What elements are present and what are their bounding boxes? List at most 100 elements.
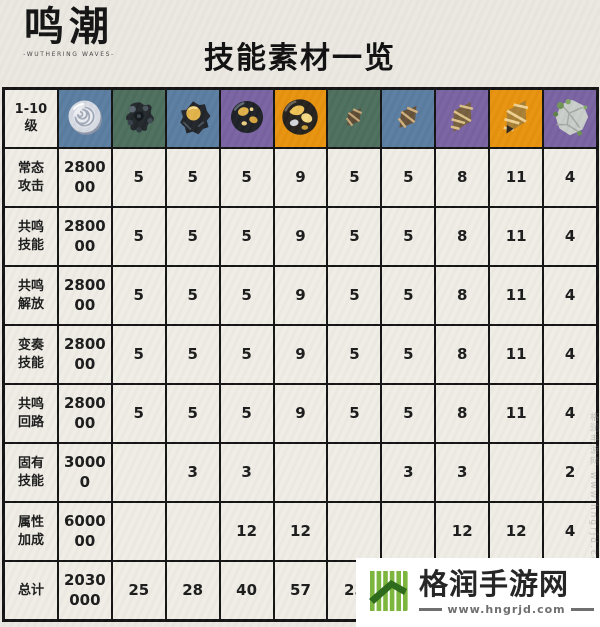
table-cell: [166, 503, 219, 560]
cell-value: 28: [182, 580, 204, 599]
row-label-text: 常态攻击: [17, 160, 44, 194]
table-cell: 3: [220, 444, 273, 501]
table-cell: 5: [382, 385, 435, 442]
cell-value: 5: [187, 344, 198, 363]
row-label-text: 总计: [17, 582, 44, 598]
cell-value: 280000: [63, 394, 106, 432]
cell-value: 5: [187, 403, 198, 422]
cell-value: 12: [505, 521, 527, 540]
shell-credit-icon: [63, 95, 107, 143]
table-cell: 5: [220, 267, 273, 324]
cell-value: 9: [295, 167, 306, 186]
cell-value: 5: [187, 226, 198, 245]
table-cell: 5: [166, 149, 219, 206]
cell-value: 4: [564, 403, 576, 422]
cell-value: 5: [133, 403, 144, 422]
row-label-text: 共鸣回路: [17, 396, 44, 430]
table-cell: 11: [490, 385, 543, 442]
table-cell: 5: [328, 208, 381, 265]
cell-value: 4: [564, 285, 576, 304]
material-header-forgery-material-t4: [490, 90, 543, 147]
game-logo: 鸣潮 -WUTHERING WAVES-: [10, 4, 128, 59]
side-watermark: 格润手游网 www.hngrjd.com: [588, 412, 598, 576]
cell-value: 280000: [63, 335, 106, 373]
material-header-boss-material: [544, 90, 596, 147]
table-cell: 12: [274, 503, 327, 560]
cell-value: 3: [187, 462, 198, 481]
site-name: 格润手游网: [419, 567, 570, 602]
table-cell: 11: [490, 149, 543, 206]
howler-core-t1-icon: [117, 95, 161, 143]
site-logo-icon: [364, 567, 412, 619]
cell-value: 12: [236, 521, 258, 540]
cell-value: 5: [133, 285, 144, 304]
table-cell: 5: [112, 326, 165, 383]
cell-value: 5: [133, 344, 144, 363]
cell-value: 5: [403, 403, 414, 422]
table-cell: 9: [274, 267, 327, 324]
cell-value: 5: [403, 167, 414, 186]
page-title: 技能素材一览: [204, 41, 396, 76]
material-header-howler-core-t1: [112, 90, 165, 147]
cell-value: 30000: [63, 453, 106, 491]
table-cell: 280000: [58, 326, 111, 383]
cell-value: 5: [187, 167, 198, 186]
site-url-row: www.hngrjd.com: [419, 602, 595, 616]
cell-value: 8: [457, 167, 468, 186]
table-cell: 280000: [58, 267, 111, 324]
table-cell: 5: [166, 267, 219, 324]
cell-value: 5: [403, 285, 414, 304]
table-cell: 280000: [58, 385, 111, 442]
table-cell: 5: [328, 267, 381, 324]
table-cell: 5: [382, 267, 435, 324]
forgery-material-t2-icon: [386, 95, 430, 143]
cell-value: 8: [457, 285, 468, 304]
table-cell: 8: [436, 267, 489, 324]
table-cell: 2: [544, 444, 596, 501]
table-cell: 600000: [58, 503, 111, 560]
cell-value: 11: [505, 403, 527, 422]
cell-value: 8: [457, 403, 468, 422]
cell-value: 3: [403, 462, 414, 481]
howler-core-t3-icon: [225, 95, 269, 143]
cell-value: 2: [564, 462, 576, 481]
cell-value: 9: [295, 403, 306, 422]
table-cell: 4: [544, 267, 596, 324]
table-cell: 57: [274, 562, 327, 619]
table-cell: 5: [112, 385, 165, 442]
table-cell: 11: [490, 267, 543, 324]
table-cell: 11: [490, 208, 543, 265]
row-label: 属性加成: [5, 503, 57, 560]
table-cell: [274, 444, 327, 501]
row-label-text: 共鸣技能: [17, 219, 44, 253]
table-cell: 280000: [58, 208, 111, 265]
table-cell: 5: [382, 208, 435, 265]
table-cell: 40: [220, 562, 273, 619]
forgery-material-t4-icon: [493, 94, 539, 144]
table-cell: 28: [166, 562, 219, 619]
table-cell: 5: [220, 326, 273, 383]
cell-value: 9: [295, 226, 306, 245]
cell-value: 280000: [63, 276, 106, 314]
table-cell: 5: [220, 385, 273, 442]
cell-value: 5: [349, 226, 360, 245]
site-url: www.hngrjd.com: [447, 602, 566, 616]
cell-value: 25: [128, 580, 150, 599]
cell-value: 5: [403, 226, 414, 245]
table-cell: 5: [328, 326, 381, 383]
table-cell: 3: [166, 444, 219, 501]
game-logo-subtitle: -WUTHERING WAVES-: [23, 51, 115, 58]
table-cell: 12: [220, 503, 273, 560]
cell-value: 11: [505, 167, 527, 186]
table-cell: 5: [166, 385, 219, 442]
row-label: 总计: [5, 562, 57, 619]
cell-value: 12: [290, 521, 311, 540]
cell-value: 5: [241, 344, 252, 363]
level-range-header: 1-10 级: [5, 90, 57, 147]
row-label-text: 固有技能: [17, 455, 44, 489]
table-cell: [382, 503, 435, 560]
table-cell: 8: [436, 326, 489, 383]
material-header-forgery-material-t2: [382, 90, 435, 147]
material-header-forgery-material-t1: [328, 90, 381, 147]
table-cell: 5: [112, 267, 165, 324]
